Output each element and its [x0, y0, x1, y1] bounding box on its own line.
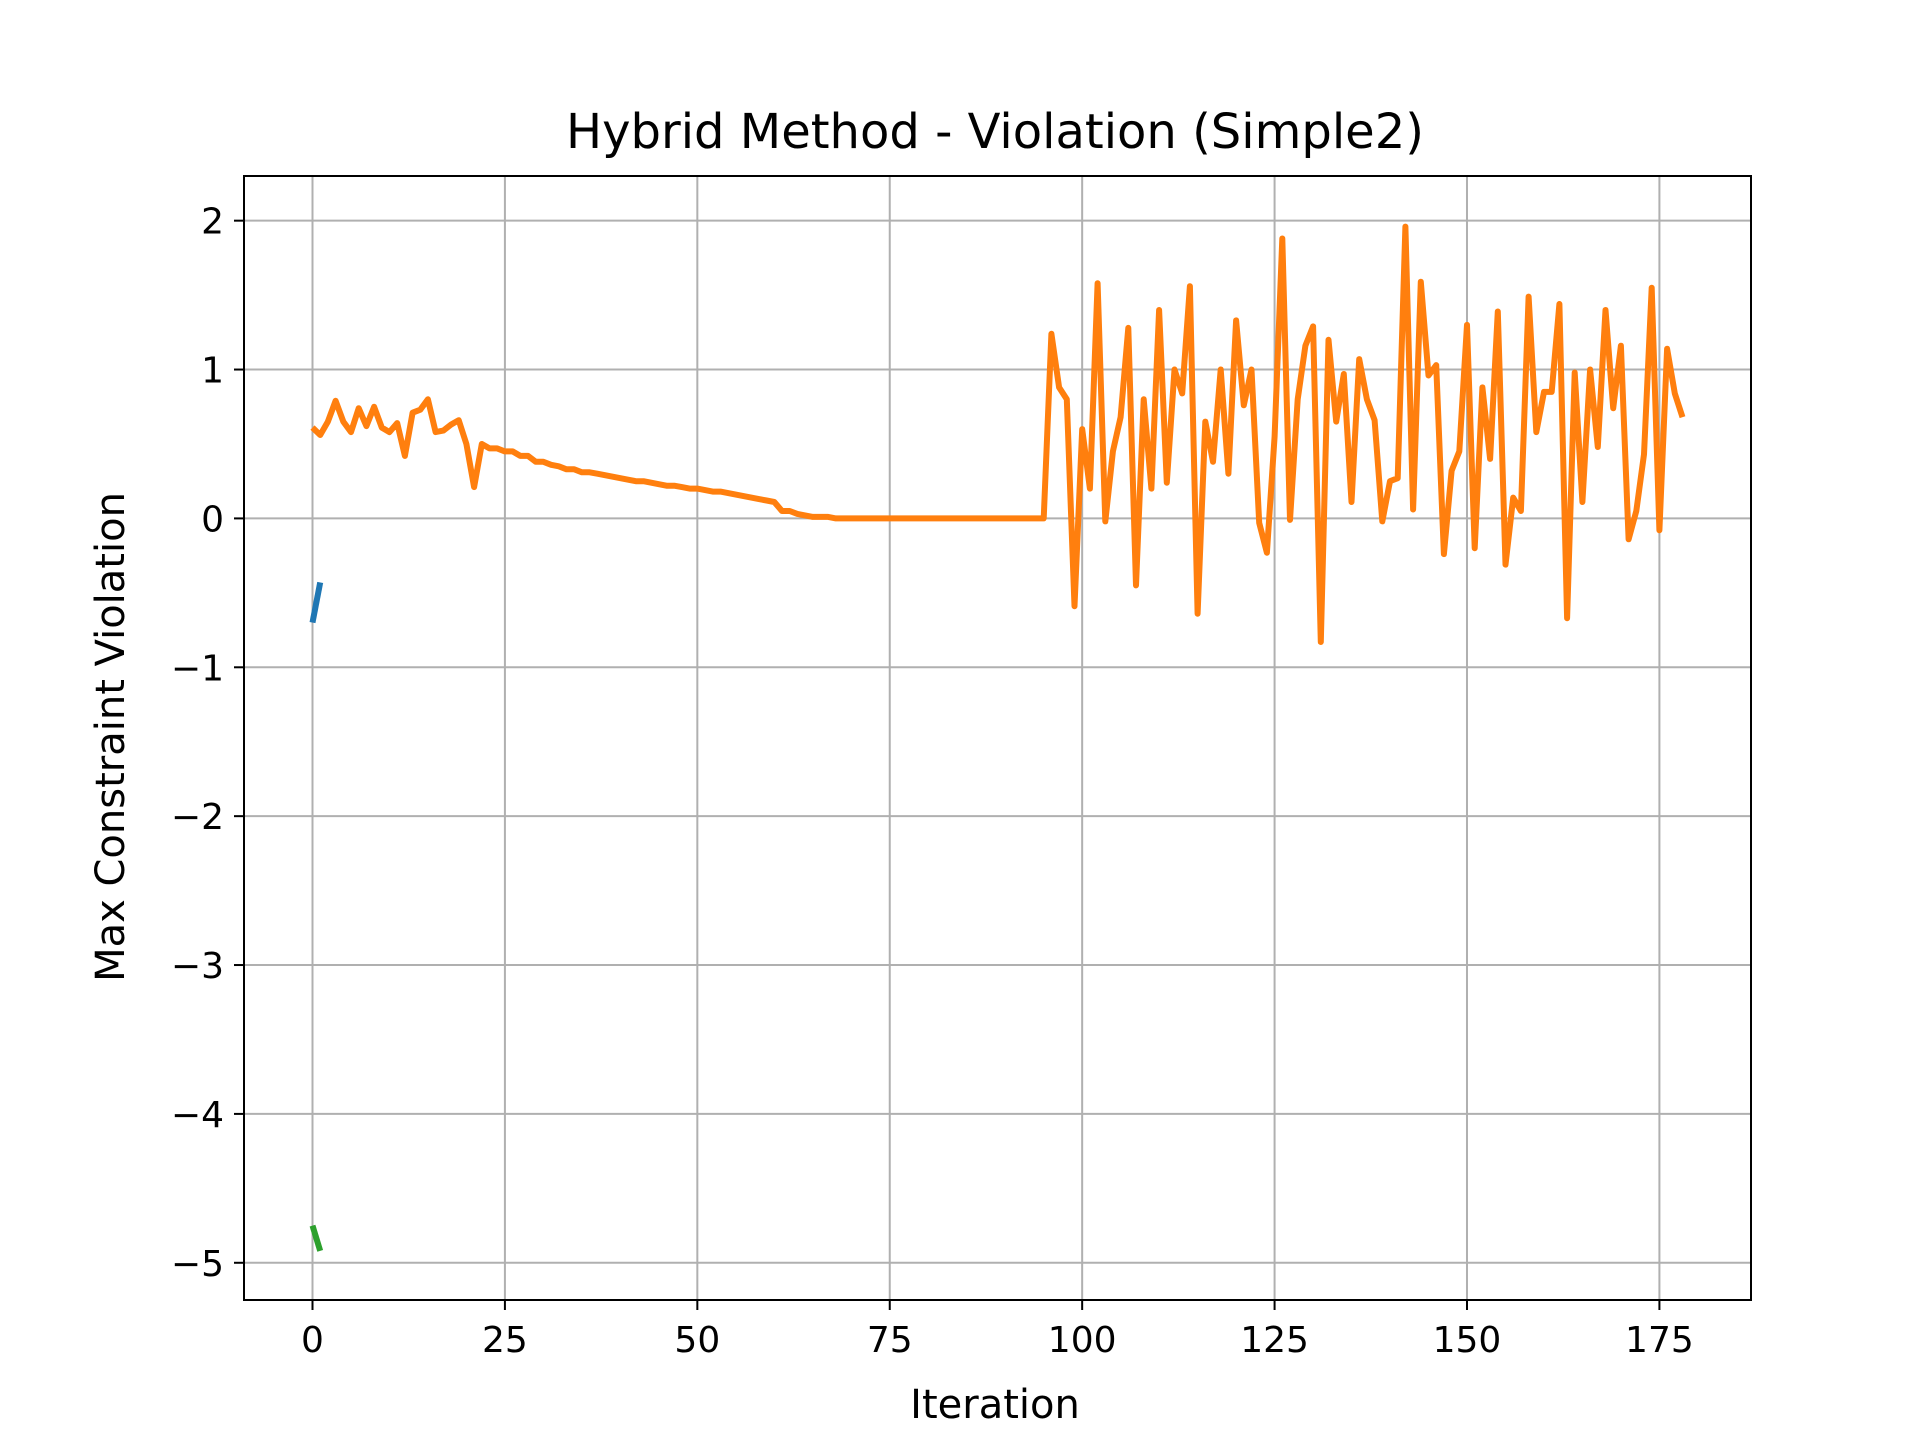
y-tick-label: −3 [171, 946, 224, 987]
y-tick-label: −4 [171, 1095, 224, 1136]
y-axis-ticks: 2 1 0 −1 −2 −3 −4 −5 [171, 202, 244, 1285]
x-tick-label: 125 [1240, 1320, 1309, 1361]
x-tick-label: 50 [674, 1320, 720, 1361]
y-tick-label: 0 [201, 499, 224, 540]
y-axis-label: Max Constraint Violation [88, 492, 134, 982]
x-tick-label: 25 [482, 1320, 528, 1361]
x-tick-label: 150 [1433, 1320, 1502, 1361]
y-tick-label: −5 [171, 1244, 224, 1285]
x-tick-label: 75 [867, 1320, 913, 1361]
x-tick-label: 0 [301, 1320, 324, 1361]
x-axis-ticks: 0 25 50 75 100 125 150 175 [301, 1300, 1694, 1361]
y-tick-label: −2 [171, 797, 224, 838]
series-line-2 [310, 223, 1686, 645]
series-line-3 [309, 1224, 324, 1252]
x-axis-label: Iteration [910, 1382, 1080, 1428]
chart-title: Hybrid Method - Violation (Simple2) [566, 104, 1424, 160]
data-series [309, 223, 1686, 1252]
plot-frame [243, 175, 1752, 1301]
series-line-1 [309, 581, 324, 624]
y-tick-label: 2 [201, 202, 224, 243]
y-tick-label: 1 [201, 351, 224, 392]
x-tick-label: 100 [1048, 1320, 1117, 1361]
y-tick-label: −1 [171, 648, 224, 689]
x-tick-label: 175 [1625, 1320, 1694, 1361]
